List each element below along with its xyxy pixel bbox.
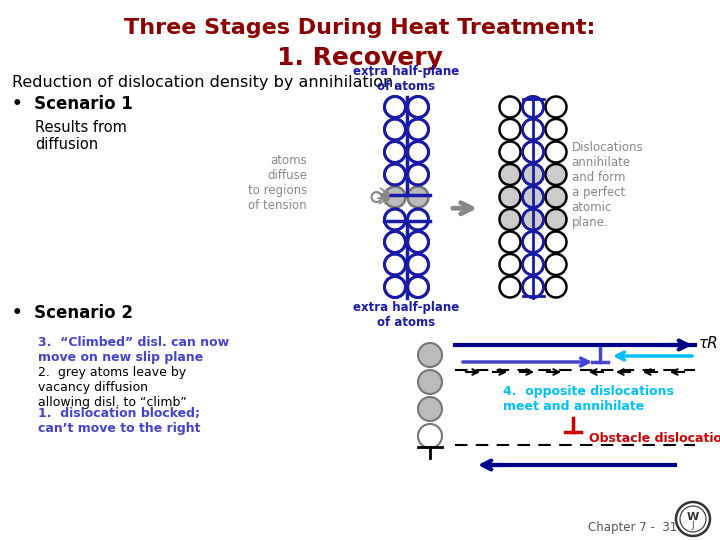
Circle shape bbox=[500, 276, 521, 298]
Circle shape bbox=[500, 97, 521, 118]
Circle shape bbox=[408, 186, 428, 207]
Circle shape bbox=[418, 370, 442, 394]
Circle shape bbox=[546, 276, 567, 298]
Circle shape bbox=[500, 164, 521, 185]
Text: 3.  “Climbed” disl. can now
move on new slip plane: 3. “Climbed” disl. can now move on new s… bbox=[38, 336, 229, 364]
Text: Results from
diffusion: Results from diffusion bbox=[35, 120, 127, 152]
Text: 1. Recovery: 1. Recovery bbox=[277, 46, 443, 70]
Circle shape bbox=[500, 141, 521, 163]
Circle shape bbox=[408, 276, 428, 298]
Text: extra half-plane
of atoms: extra half-plane of atoms bbox=[354, 301, 459, 329]
Circle shape bbox=[500, 254, 521, 275]
Text: 4.  opposite dislocations
meet and annihilate: 4. opposite dislocations meet and annihi… bbox=[503, 385, 674, 413]
Circle shape bbox=[523, 254, 544, 275]
Circle shape bbox=[546, 209, 567, 230]
Circle shape bbox=[546, 232, 567, 253]
Circle shape bbox=[500, 232, 521, 253]
Circle shape bbox=[523, 119, 544, 140]
Text: 1.  dislocation blocked;
can’t move to the right: 1. dislocation blocked; can’t move to th… bbox=[38, 407, 200, 435]
Circle shape bbox=[523, 141, 544, 163]
Circle shape bbox=[418, 343, 442, 367]
Circle shape bbox=[384, 97, 405, 118]
Circle shape bbox=[384, 119, 405, 140]
Circle shape bbox=[546, 119, 567, 140]
Circle shape bbox=[384, 232, 405, 253]
Circle shape bbox=[546, 164, 567, 185]
Circle shape bbox=[408, 164, 428, 185]
Circle shape bbox=[384, 141, 405, 163]
Circle shape bbox=[384, 164, 405, 185]
Circle shape bbox=[384, 276, 405, 298]
Circle shape bbox=[546, 254, 567, 275]
Text: •  Scenario 2: • Scenario 2 bbox=[12, 304, 133, 322]
Circle shape bbox=[408, 254, 428, 275]
Circle shape bbox=[523, 209, 544, 230]
Circle shape bbox=[408, 232, 428, 253]
Circle shape bbox=[546, 141, 567, 163]
Circle shape bbox=[418, 397, 442, 421]
Circle shape bbox=[546, 186, 567, 207]
Circle shape bbox=[523, 276, 544, 298]
Circle shape bbox=[523, 232, 544, 253]
Circle shape bbox=[500, 186, 521, 207]
Circle shape bbox=[384, 209, 405, 230]
Circle shape bbox=[500, 209, 521, 230]
Circle shape bbox=[408, 141, 428, 163]
Text: τR: τR bbox=[699, 335, 719, 350]
Circle shape bbox=[500, 119, 521, 140]
Circle shape bbox=[408, 97, 428, 118]
Circle shape bbox=[523, 164, 544, 185]
Text: 2.  grey atoms leave by
vacancy diffusion
allowing disl. to “climb”: 2. grey atoms leave by vacancy diffusion… bbox=[38, 366, 186, 409]
Text: J: J bbox=[692, 521, 694, 530]
Circle shape bbox=[372, 192, 382, 202]
Text: Reduction of dislocation density by annihilation.: Reduction of dislocation density by anni… bbox=[12, 75, 398, 90]
Circle shape bbox=[384, 254, 405, 275]
Circle shape bbox=[384, 186, 405, 207]
Text: Three Stages During Heat Treatment:: Three Stages During Heat Treatment: bbox=[125, 18, 595, 38]
Text: extra half-plane
of atoms: extra half-plane of atoms bbox=[354, 64, 459, 92]
Text: •  Scenario 1: • Scenario 1 bbox=[12, 95, 133, 113]
Text: Dislocations
annihilate
and form
a perfect
atomic
plane.: Dislocations annihilate and form a perfe… bbox=[572, 141, 643, 229]
Circle shape bbox=[408, 209, 428, 230]
Circle shape bbox=[418, 424, 442, 448]
Text: Chapter 7 -  31: Chapter 7 - 31 bbox=[588, 521, 678, 534]
Text: atoms
diffuse
to regions
of tension: atoms diffuse to regions of tension bbox=[248, 154, 307, 212]
Circle shape bbox=[408, 119, 428, 140]
Circle shape bbox=[523, 186, 544, 207]
Text: W: W bbox=[687, 512, 699, 522]
Circle shape bbox=[523, 97, 544, 118]
Text: Obstacle dislocation: Obstacle dislocation bbox=[589, 431, 720, 444]
Circle shape bbox=[546, 97, 567, 118]
